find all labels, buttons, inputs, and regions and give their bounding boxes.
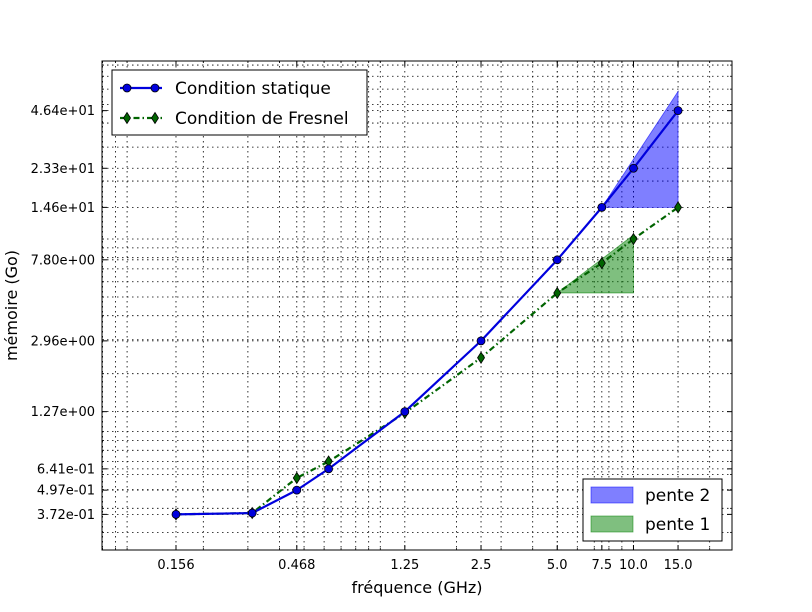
data-point	[292, 485, 302, 495]
legend-label: Condition statique	[175, 79, 331, 99]
y-tick-label: 1.46e+01	[31, 201, 95, 216]
x-tick-label: 10.0	[619, 558, 648, 573]
slope-triangle	[556, 234, 634, 294]
data-point	[292, 471, 301, 485]
series	[171, 106, 683, 521]
series-line	[175, 206, 679, 516]
x-tick-label: 5.0	[547, 558, 568, 573]
legend-label: pente 1	[645, 515, 710, 535]
y-tick-label: 6.41e-01	[37, 462, 95, 477]
y-tick-label: 2.96e+00	[31, 334, 95, 349]
slope-triangle	[601, 90, 679, 208]
legend-marker	[122, 83, 132, 93]
x-tick-label: 0.468	[278, 558, 315, 573]
data-point	[171, 509, 181, 519]
x-axis-label: fréquence (GHz)	[351, 578, 482, 597]
legend-swatch	[590, 486, 634, 504]
x-tick-label: 2.5	[471, 558, 492, 573]
x-tick-label: 1.25	[390, 558, 419, 573]
series-line	[175, 109, 679, 516]
y-tick-label: 1.27e+00	[31, 405, 95, 420]
y-tick-label: 7.80e+00	[31, 253, 95, 268]
slope-triangles	[556, 90, 679, 294]
data-point	[552, 255, 562, 265]
data-point	[553, 286, 562, 300]
legend-marker	[123, 111, 131, 125]
data-point	[400, 407, 410, 417]
data-point	[673, 106, 683, 116]
grid	[102, 61, 732, 550]
data-point	[247, 508, 257, 518]
legend-label: pente 2	[645, 486, 710, 506]
data-point	[597, 202, 607, 212]
legends: Condition statique Condition de Fresnel pe…	[111, 69, 723, 542]
data-point	[477, 351, 486, 364]
legend-marker	[151, 111, 159, 125]
y-tick-label: 3.72e-01	[37, 508, 95, 523]
legend-marker	[150, 83, 160, 93]
x-tick-label: 15.0	[664, 558, 693, 573]
y-tick-label: 2.33e+01	[31, 162, 95, 177]
x-tick-label: 0.156	[157, 558, 194, 573]
x-tick-label: 7.5	[591, 558, 612, 573]
data-point	[629, 232, 638, 246]
y-tick-label: 4.64e+01	[31, 104, 95, 119]
legend-label: Condition de Fresnel	[175, 109, 349, 129]
data-point	[674, 201, 683, 214]
series-legend-box	[111, 69, 368, 136]
y-axis-label: mémoire (Go)	[2, 250, 21, 361]
data-point	[324, 464, 333, 474]
ticks: 0.156 0.468 1.25 2.5 5.0 7.5 10.0 15.0 3.72e-01 4…	[31, 61, 732, 573]
data-point	[597, 256, 606, 270]
data-point	[476, 336, 486, 346]
data-point	[629, 163, 638, 173]
legend-swatch	[590, 515, 634, 533]
plot-frame	[101, 60, 733, 551]
y-tick-label: 4.97e-01	[37, 484, 95, 499]
